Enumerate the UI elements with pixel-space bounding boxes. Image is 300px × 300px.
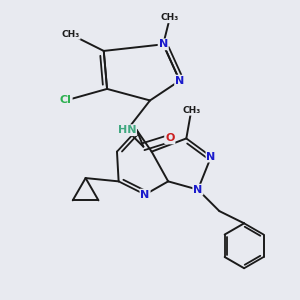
Text: CH₃: CH₃ [182, 106, 200, 115]
Text: CH₃: CH₃ [161, 14, 179, 22]
Text: N: N [175, 76, 184, 85]
Text: Cl: Cl [60, 95, 72, 106]
Text: CH₃: CH₃ [61, 30, 80, 39]
Text: N: N [206, 152, 216, 162]
Text: N: N [140, 190, 150, 200]
Text: HN: HN [118, 125, 136, 135]
Text: N: N [159, 39, 168, 49]
Text: N: N [193, 184, 203, 195]
Text: O: O [165, 134, 175, 143]
